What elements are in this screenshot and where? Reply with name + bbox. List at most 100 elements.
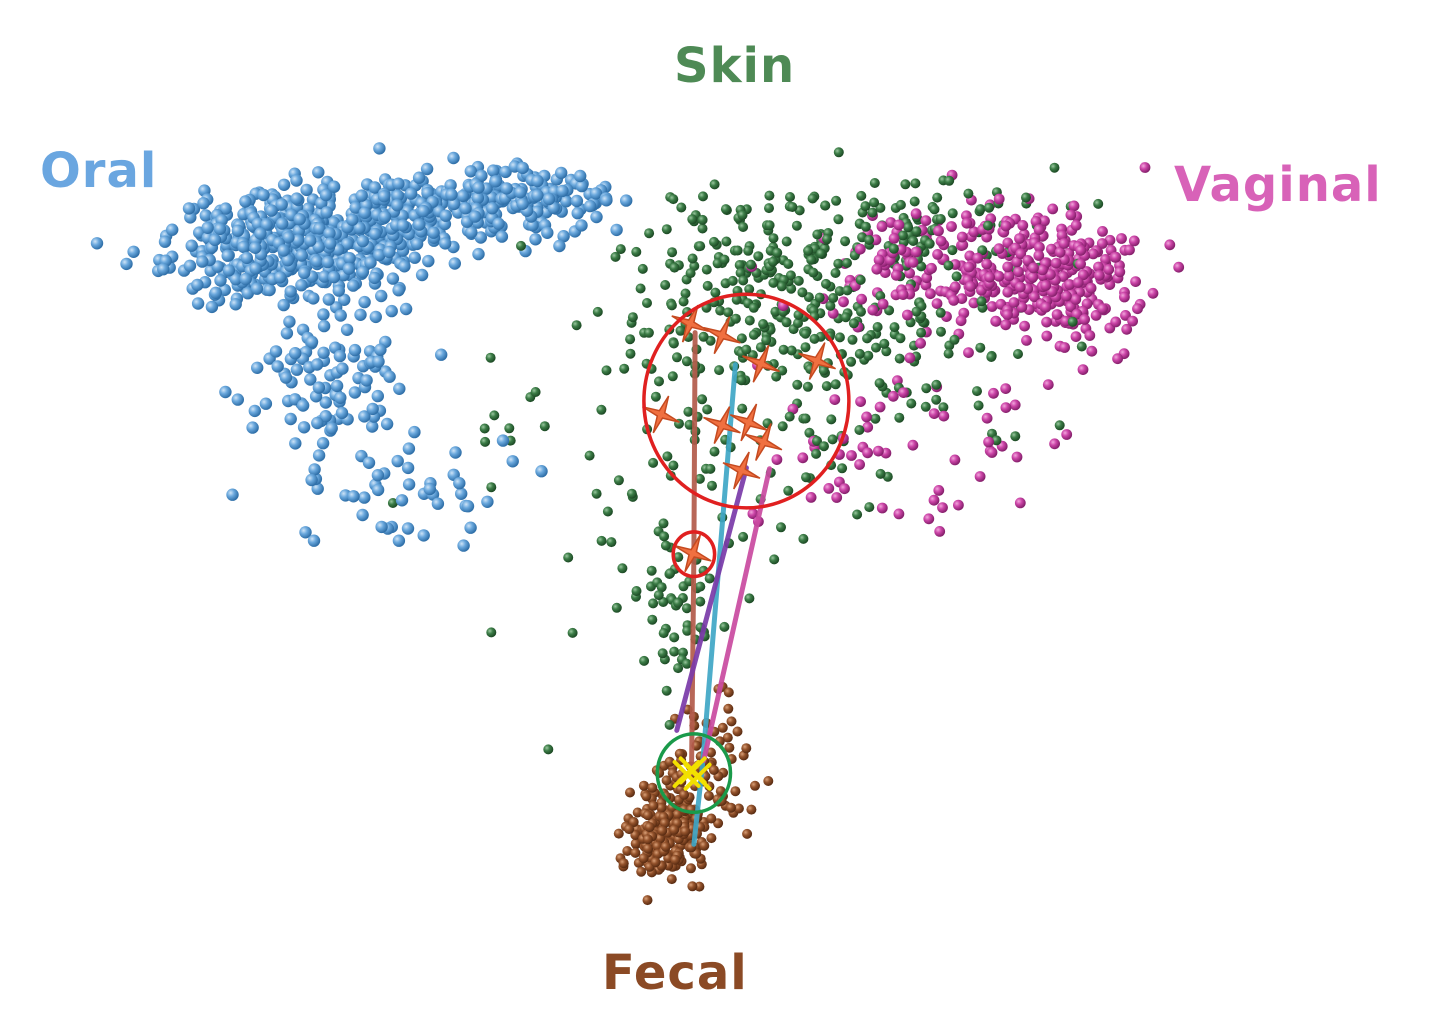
skin-sample-point [776,281,787,292]
fecal-sample-point [703,790,714,801]
skin-sample-point [783,259,794,269]
skin-sample-point [734,260,745,270]
skin-sample-point [719,621,730,632]
fecal-sample-point [618,858,629,869]
oral-sample-point [368,181,382,194]
skin-sample-point [826,414,837,425]
skin-sample-point [803,245,814,256]
skin-sample-point [791,220,802,231]
oral-sample-point [229,273,243,286]
skin-sample-point [772,247,783,258]
skin-sample-point [977,245,988,256]
fecal-sample-point [726,716,737,727]
vaginal-sample-point [1075,244,1087,256]
skin-sample-point [758,319,769,329]
skin-sample-point [610,251,621,262]
oral-sample-point [183,259,197,272]
skin-sample-point [673,597,683,608]
skin-sample-point [863,350,874,361]
fecal-sample-point [680,826,691,837]
fecal-sample-point [723,687,734,698]
oral-sample-point [391,199,404,212]
skin-sample-point [821,278,831,289]
skin-sample-point [617,563,628,574]
vaginal-sample-point [1110,251,1122,263]
oral-sample-point [496,434,510,447]
oral-sample-point [269,345,283,358]
skin-sample-point [591,488,602,499]
oral-sample-point [455,487,468,500]
vaginal-sample-point [893,508,905,520]
skin-sample-point [684,419,695,430]
skin-sample-point [821,381,832,392]
oral-sample-point [364,256,377,269]
oral-sample-point [392,534,406,547]
skin-sample-point [601,365,612,376]
skin-sample-point [975,204,986,215]
vaginal-sample-point [1014,281,1026,293]
skin-sample-point [744,593,755,604]
oral-sample-point [324,237,337,250]
oral-sample-point [219,202,232,215]
oral-sample-point [277,244,290,257]
fecal-sample-point [642,834,653,845]
skin-sample-point [897,230,908,241]
fecal-sample-point [628,817,639,827]
oral-sample-point [435,348,448,361]
fecal-sample-point [641,791,652,802]
skin-sample-point [567,627,578,638]
skin-sample-point [808,267,819,278]
skin-sample-point [778,344,789,355]
vaginal-sample-point [1019,320,1030,332]
skin-sample-point [786,345,797,356]
oral-sample-point [307,534,321,547]
vaginal-sample-point [888,233,900,244]
vaginal-sample-point [907,257,919,268]
vaginal-sample-point [1058,238,1070,249]
skin-sample-point [637,263,648,274]
vaginal-sample-point [862,447,873,459]
fecal-sample-point [733,803,744,814]
vaginal-sample-point [923,513,935,525]
skin-sample-point [781,236,792,247]
skin-sample-point [723,307,734,318]
infant-trajectory-line [674,465,749,733]
skin-sample-point [881,346,892,357]
vaginal-sample-point [871,263,883,275]
vaginal-sample-point [897,289,909,300]
skin-sample-point [672,352,682,363]
vaginal-sample-point [1072,277,1084,288]
skin-sample-point [943,260,954,271]
skin-sample-point [784,411,795,422]
skin-sample-point [777,365,788,376]
vaginal-sample-point [937,502,948,513]
skin-sample-point [644,228,655,239]
infant-trajectory-line [691,362,738,847]
skin-sample-point [669,262,680,273]
skin-sample-point [627,312,638,323]
skin-sample-point [680,288,691,299]
skin-sample-point [596,535,607,546]
oral-sample-point [377,190,391,203]
oral-sample-point [338,293,351,306]
skin-sample-point [635,283,646,294]
skin-sample-point [592,306,603,317]
oral-sample-point [383,370,396,383]
skin-sample-point [1010,431,1021,442]
skin-sample-point [611,602,622,613]
vaginal-sample-point [993,243,1005,255]
skin-sample-point [602,506,613,517]
skin-sample-point [504,423,515,434]
skin-sample-point [786,283,797,294]
fecal-site-label: Fecal [602,945,748,1001]
fecal-sample-point [648,800,659,811]
skin-sample-point [736,375,747,386]
skin-sample-point [806,254,817,265]
skin-sample-point [889,322,900,333]
oral-sample-point [371,389,384,403]
skin-sample-point [480,436,491,447]
oral-sample-point [423,482,436,496]
vaginal-sample-point [1014,497,1026,509]
vaginal-sample-point [1033,224,1045,236]
fecal-sample-point [644,822,655,833]
